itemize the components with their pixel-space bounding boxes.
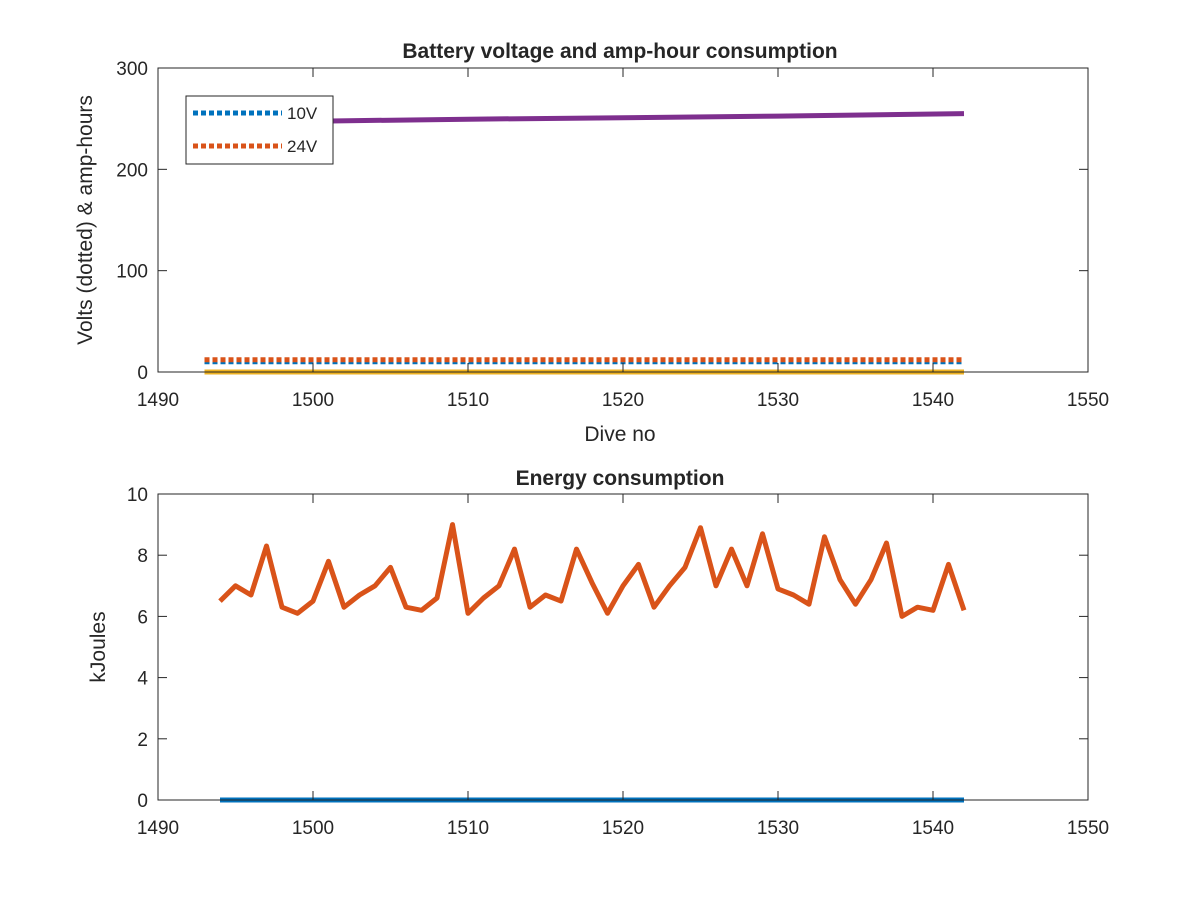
x-tick-label: 1520 [602, 390, 644, 411]
y-tick-label: 300 [116, 59, 148, 80]
chart-title: Battery voltage and amp-hour consumption [402, 40, 837, 63]
y-tick-label: 0 [137, 791, 148, 812]
y-tick-label: 8 [137, 546, 148, 567]
series-line-1 [218, 522, 967, 619]
y-tick-label: 10 [127, 485, 148, 506]
x-tick-label: 1540 [912, 390, 954, 411]
x-tick-label: 1530 [757, 818, 799, 839]
x-axis-label: Dive no [584, 423, 655, 446]
y-tick-label: 200 [116, 160, 148, 181]
x-tick-label: 1550 [1067, 818, 1109, 839]
x-tick-label: 1490 [137, 390, 179, 411]
legend: 10V 24V [185, 95, 334, 165]
chart-title: Energy consumption [516, 467, 725, 490]
x-tick-label: 1540 [912, 818, 954, 839]
y-tick-label: 2 [137, 730, 148, 751]
y-axis-label: kJoules [87, 611, 110, 682]
chart-battery-voltage: Battery voltage and amp-hour consumption… [74, 40, 1109, 446]
x-tick-label: 1520 [602, 818, 644, 839]
y-axis-label: Volts (dotted) & amp-hours [74, 95, 97, 345]
x-tick-label: 1550 [1067, 390, 1109, 411]
y-tick-label: 6 [137, 607, 148, 628]
x-tick-label: 1510 [447, 390, 489, 411]
x-tick-label: 1500 [292, 390, 334, 411]
x-tick-label: 1510 [447, 818, 489, 839]
legend-label-10v: 10V [287, 104, 318, 123]
y-tick-label: 0 [137, 363, 148, 384]
x-tick-label: 1530 [757, 390, 799, 411]
plot-box [157, 493, 1089, 801]
x-tick-label: 1500 [292, 818, 334, 839]
chart-energy-consumption: Energy consumption 1490 1500 1510 1520 1530 1… [87, 467, 1109, 839]
y-tick-label: 4 [137, 669, 148, 690]
legend-box [185, 95, 334, 165]
legend-label-24v: 24V [287, 137, 318, 156]
x-tick-label: 1490 [137, 818, 179, 839]
y-tick-label: 100 [116, 262, 148, 283]
